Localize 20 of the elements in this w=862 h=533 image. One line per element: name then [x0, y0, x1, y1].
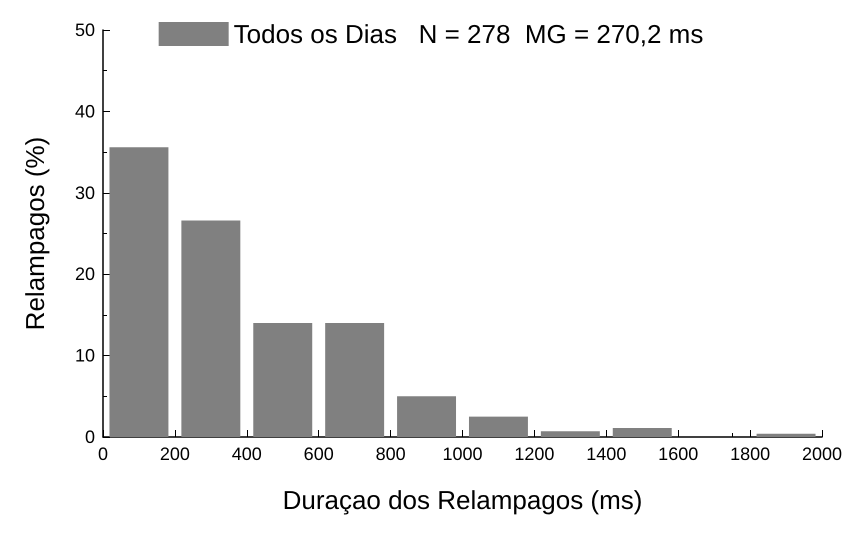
y-axis-title: Relampagos (%): [20, 136, 50, 330]
x-tick-label: 600: [304, 444, 334, 464]
y-tick-label: 40: [74, 101, 95, 122]
x-tick-label: 2000: [802, 444, 842, 464]
x-tick-label: 0: [98, 444, 108, 464]
y-tick-label: 20: [74, 264, 95, 284]
x-tick-label: 400: [232, 444, 262, 464]
x-tick-label: 1400: [586, 444, 626, 464]
x-tick-label: 1200: [514, 444, 554, 464]
legend-label: Todos os Dias N = 278 MG = 270,2 ms: [234, 19, 704, 49]
x-tick-label: 1000: [442, 444, 483, 464]
x-tick-label: 1800: [730, 444, 770, 464]
x-tick-label: 200: [160, 444, 190, 464]
y-tick-label: 10: [74, 346, 95, 366]
y-tick-label: 0: [84, 427, 95, 447]
y-tick-label: 30: [74, 182, 95, 203]
x-tick-label: 800: [376, 444, 406, 464]
y-tick-label: 50: [74, 20, 95, 40]
x-axis-title: Duraçao dos Relampagos (ms): [282, 485, 642, 515]
x-tick-label: 1600: [658, 444, 698, 464]
